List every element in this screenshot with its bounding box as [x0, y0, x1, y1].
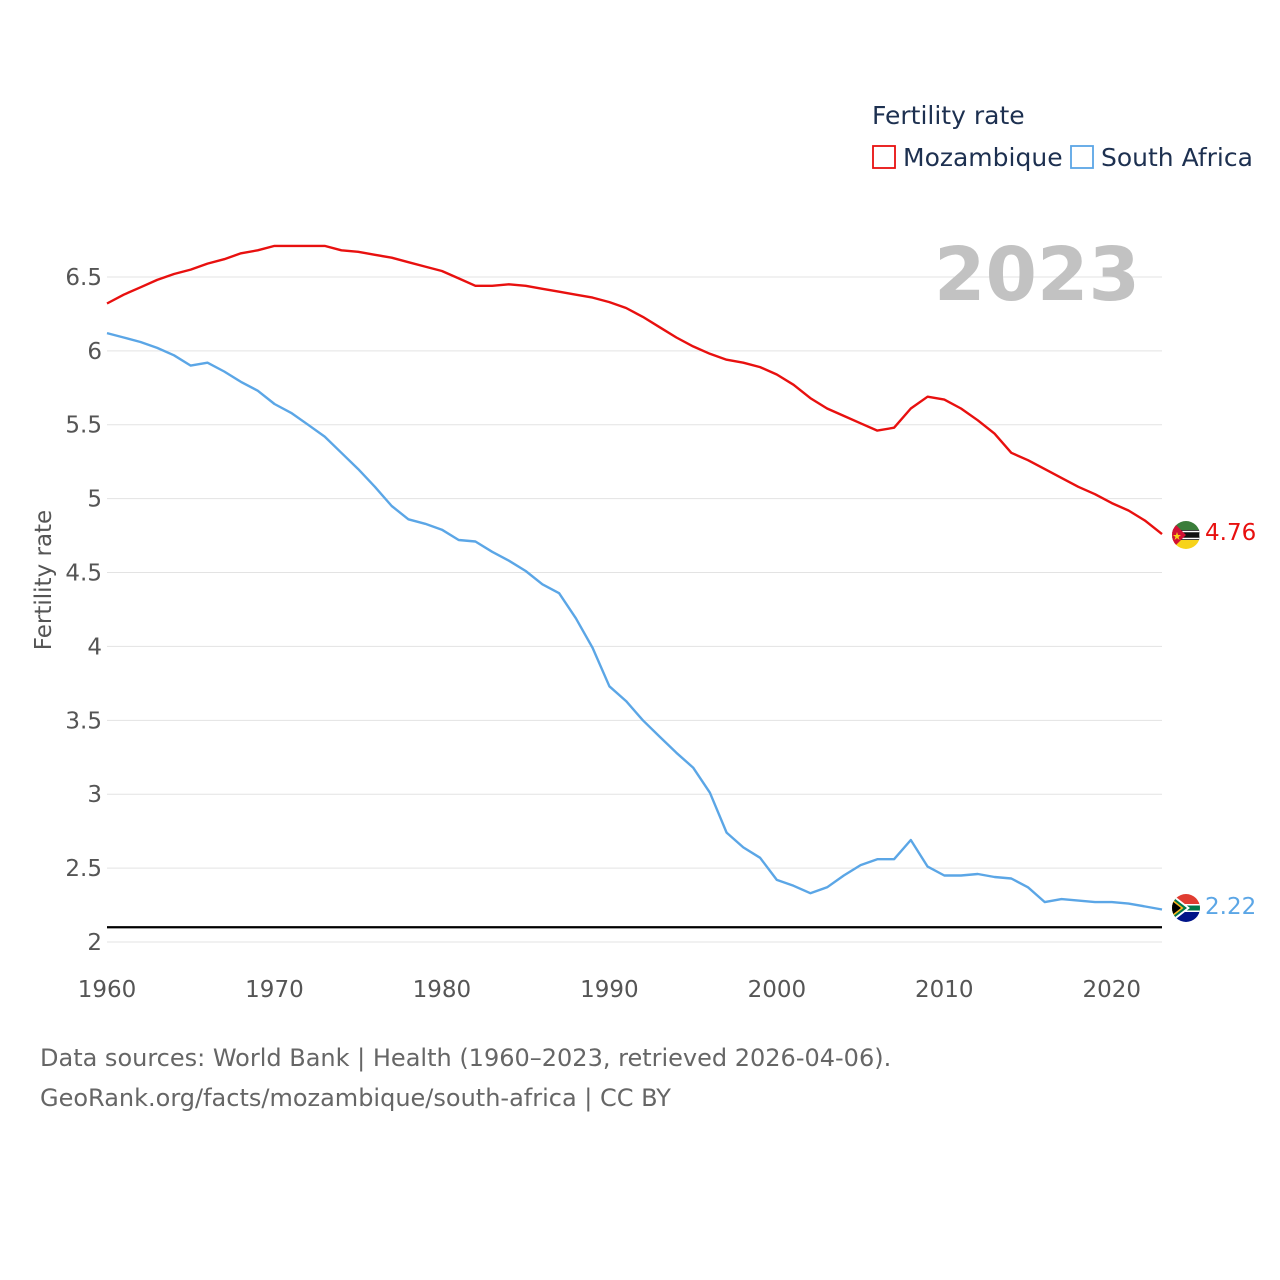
x-tick-label: 1980: [413, 977, 472, 1003]
legend: Fertility rate Mozambique South Africa: [872, 101, 1253, 172]
y-tick-label: 6.5: [65, 265, 102, 291]
x-tick-label: 2020: [1082, 977, 1141, 1003]
series-line-mozambique: [106, 244, 1163, 536]
y-tick-label: 4.5: [65, 561, 102, 587]
legend-label-mozambique: Mozambique: [903, 143, 1063, 172]
y-tick-label: 4: [87, 634, 102, 660]
year-label: 2023: [934, 232, 1140, 318]
legend-swatch-south-africa: [1070, 145, 1094, 169]
series-line-south-africa: [106, 331, 1163, 911]
gridlines: [107, 276, 1162, 943]
data-sources-note: Data sources: World Bank | Health (1960–…: [40, 1044, 892, 1072]
y-tick-label: 5.5: [65, 413, 102, 439]
x-tick-label: 1960: [78, 977, 137, 1003]
y-tick-label: 3.5: [65, 708, 102, 734]
x-axis-ticks: 1960 1970 1980 1990 2000 2010 2020: [78, 977, 1141, 1003]
legend-label-south-africa: South Africa: [1101, 143, 1253, 172]
y-tick-label: 2.5: [65, 856, 102, 882]
x-tick-label: 2010: [915, 977, 974, 1003]
mozambique-end-value: 4.76: [1205, 520, 1256, 546]
y-tick-label: 5: [87, 487, 102, 513]
x-tick-label: 2000: [748, 977, 807, 1003]
x-tick-label: 1970: [245, 977, 304, 1003]
y-axis-title: Fertility rate: [31, 510, 57, 650]
legend-title: Fertility rate: [872, 101, 1025, 130]
legend-swatch-mozambique: [872, 145, 896, 169]
mozambique-flag-icon: [1172, 521, 1200, 549]
y-axis-ticks: 2 2.5 3 3.5 4 4.5 5 5.5 6 6.5: [65, 265, 102, 956]
series-lines: [106, 244, 1163, 911]
y-tick-label: 6: [87, 339, 102, 365]
x-tick-label: 1990: [580, 977, 639, 1003]
south-africa-end-value: 2.22: [1205, 894, 1256, 920]
legend-item-mozambique[interactable]: Mozambique: [872, 143, 1063, 172]
legend-item-south-africa[interactable]: South Africa: [1070, 143, 1253, 172]
y-tick-label: 3: [87, 782, 102, 808]
y-tick-label: 2: [87, 930, 102, 956]
south-africa-flag-icon: [1172, 894, 1200, 922]
source-url-license[interactable]: GeoRank.org/facts/mozambique/south-afric…: [40, 1084, 671, 1112]
